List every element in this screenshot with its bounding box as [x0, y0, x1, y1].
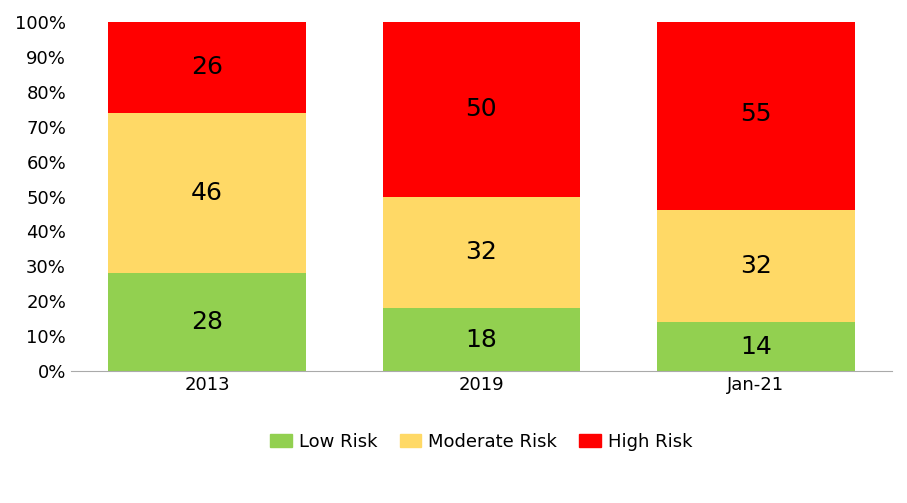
- Text: 50: 50: [465, 97, 497, 121]
- Text: 14: 14: [740, 334, 772, 359]
- Bar: [383, 197, 580, 308]
- Text: 55: 55: [740, 103, 772, 126]
- Legend: Low Risk, Moderate Risk, High Risk: Low Risk, Moderate Risk, High Risk: [263, 426, 699, 458]
- Bar: [657, 19, 854, 210]
- Text: 18: 18: [465, 327, 497, 352]
- Bar: [108, 273, 306, 371]
- Bar: [657, 322, 854, 371]
- Text: 26: 26: [191, 55, 223, 79]
- Text: 32: 32: [740, 255, 772, 278]
- Bar: [108, 113, 306, 273]
- Bar: [383, 22, 580, 197]
- Text: 28: 28: [191, 310, 223, 334]
- Bar: [383, 308, 580, 371]
- Bar: [657, 210, 854, 322]
- Bar: [108, 22, 306, 113]
- Text: 32: 32: [465, 240, 497, 265]
- Text: 46: 46: [191, 181, 223, 205]
